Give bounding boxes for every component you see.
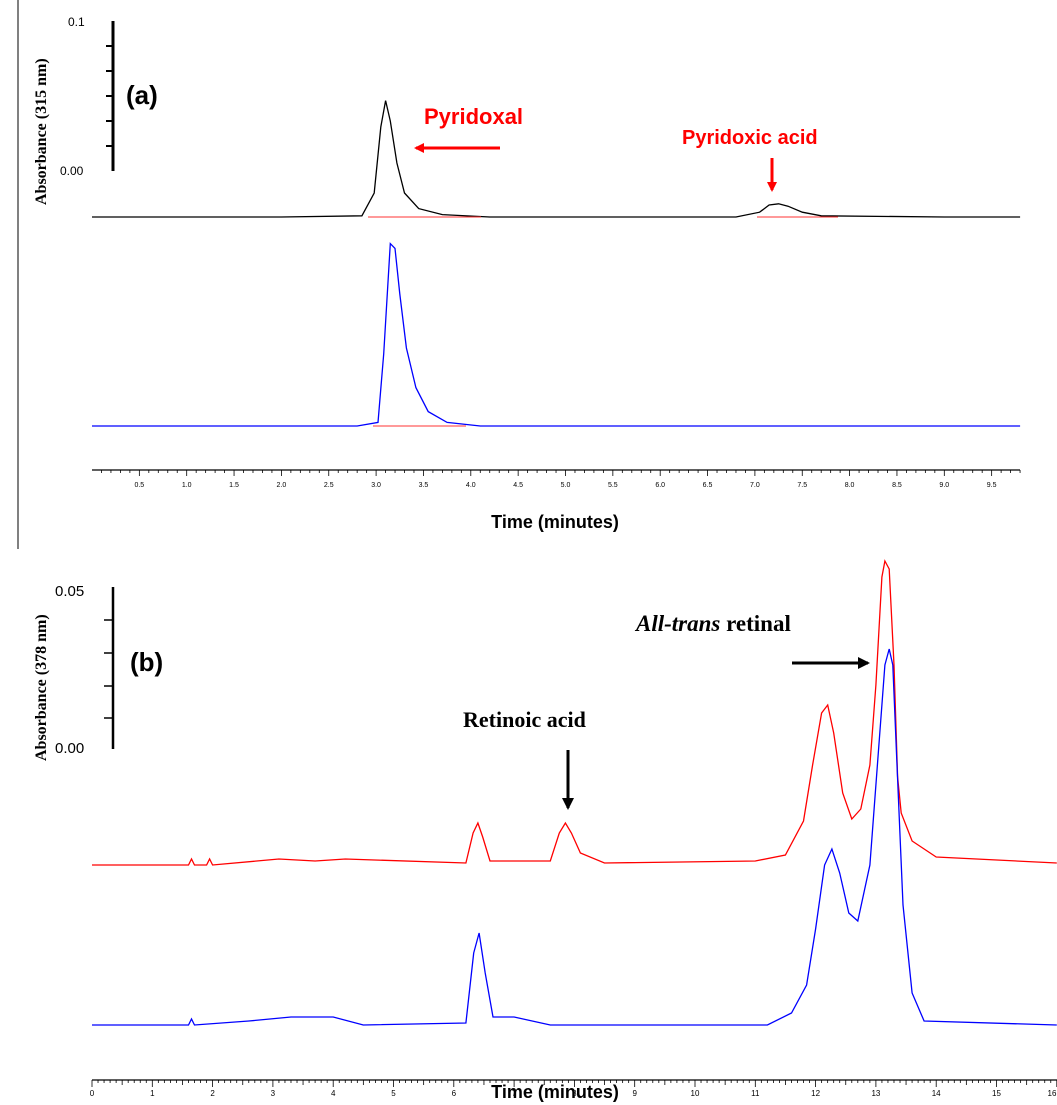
panel-a-x-tick-label: 8.0	[845, 482, 855, 489]
panel-b-x-tick-label: 1	[150, 1089, 155, 1098]
panel-a-xlabel: Time (minutes)	[491, 512, 619, 532]
panel-a-x-tick-label: 7.5	[797, 482, 807, 489]
panel-b-x-tick-label: 7	[512, 1089, 517, 1098]
panel-a-x-tick-label: 4.5	[513, 482, 523, 489]
panel-a-x-tick-label: 1.0	[182, 482, 192, 489]
annotation-pyridoxic-acid: Pyridoxic acid	[682, 127, 818, 149]
panel-a-ytick-top: 0.1	[68, 15, 85, 29]
panel-a-trace-blue	[92, 242, 1021, 427]
panel-b-x-tick-label: 12	[811, 1089, 820, 1098]
panel-a-x-tick-label: 5.0	[561, 482, 571, 489]
panel-b-x-tick-label: 11	[751, 1089, 760, 1098]
panel-a-x-tick-label: 6.5	[703, 482, 713, 489]
panel-b-ylabel: Absorbance (378 nm)	[33, 614, 50, 761]
annotation-pyridoxal: Pyridoxal	[424, 104, 523, 129]
annotation-all-trans-retinal: All-trans retinal	[634, 611, 791, 636]
panel-b: 0.05 0.00 Absorbance (378 nm) (b) Retino…	[33, 559, 1057, 1102]
panel-b-x-tick-label: 3	[271, 1089, 276, 1098]
panel-a-x-tick-label: 2.5	[324, 482, 334, 489]
panel-a-x-tick-label: 3.0	[371, 482, 381, 489]
panel-b-x-ticks: 0 1 2 3 4 5 6 7 8 9 10 11 12 13 14 15 16	[90, 1080, 1057, 1098]
panel-a-x-tick-label: 2.0	[277, 482, 287, 489]
panel-a-x-ticks: 0.5 1.0 1.5 2.0 2.5 3.0 3.5 4.0 4.5 5.0 5.5 6.0 6.5 7…	[101, 470, 1021, 489]
panel-a-x-tick-label: 7.0	[750, 482, 760, 489]
panel-b-x-tick-label: 16	[1048, 1089, 1057, 1098]
panel-a: 0.1 0.00 Absorbance (315 nm) (a) Pyridox…	[17, 0, 1021, 549]
panel-a-x-tick-label: 0.5	[134, 482, 144, 489]
panel-b-ytick-bottom: 0.00	[55, 740, 84, 757]
panel-b-x-tick-label: 0	[90, 1089, 95, 1098]
annotation-all-trans-italic: All-trans	[634, 611, 720, 636]
panel-b-x-tick-label: 8	[572, 1089, 577, 1098]
panel-b-x-tick-label: 10	[691, 1089, 700, 1098]
panel-a-ytick-bottom: 0.00	[60, 164, 84, 178]
panel-b-x-tick-label: 13	[871, 1089, 880, 1098]
annotation-retinal-text: retinal	[720, 611, 790, 636]
panel-a-x-tick-label: 4.0	[466, 482, 476, 489]
panel-b-x-tick-label: 14	[932, 1089, 941, 1098]
panel-b-letter: (b)	[130, 647, 163, 677]
panel-a-x-tick-label: 5.5	[608, 482, 618, 489]
panel-a-x-tick-label: 1.5	[229, 482, 239, 489]
panel-b-x-tick-label: 9	[632, 1089, 637, 1098]
panel-b-ytick-top: 0.05	[55, 583, 84, 600]
panel-b-x-tick-label: 4	[331, 1089, 336, 1098]
panel-b-x-tick-label: 6	[452, 1089, 457, 1098]
panel-b-x-tick-label: 2	[210, 1089, 215, 1098]
panel-a-ylabel: Absorbance (315 nm)	[33, 58, 50, 205]
panel-b-trace-blue	[92, 648, 1057, 1026]
panel-a-x-tick-label: 3.5	[419, 482, 429, 489]
panel-b-x-tick-label: 5	[391, 1089, 396, 1098]
panel-a-letter: (a)	[126, 80, 158, 110]
panel-a-x-tick-label: 9.5	[987, 482, 997, 489]
panel-b-xlabel: Time (minutes)	[491, 1082, 619, 1102]
panel-a-trace-black	[92, 100, 1021, 218]
panel-a-x-tick-label: 8.5	[892, 482, 902, 489]
annotation-retinoic-acid: Retinoic acid	[463, 707, 586, 732]
panel-b-trace-red	[92, 559, 1057, 866]
panel-a-x-tick-label: 6.0	[655, 482, 665, 489]
panel-b-x-tick-label: 15	[992, 1089, 1001, 1098]
panel-a-x-tick-label: 9.0	[939, 482, 949, 489]
